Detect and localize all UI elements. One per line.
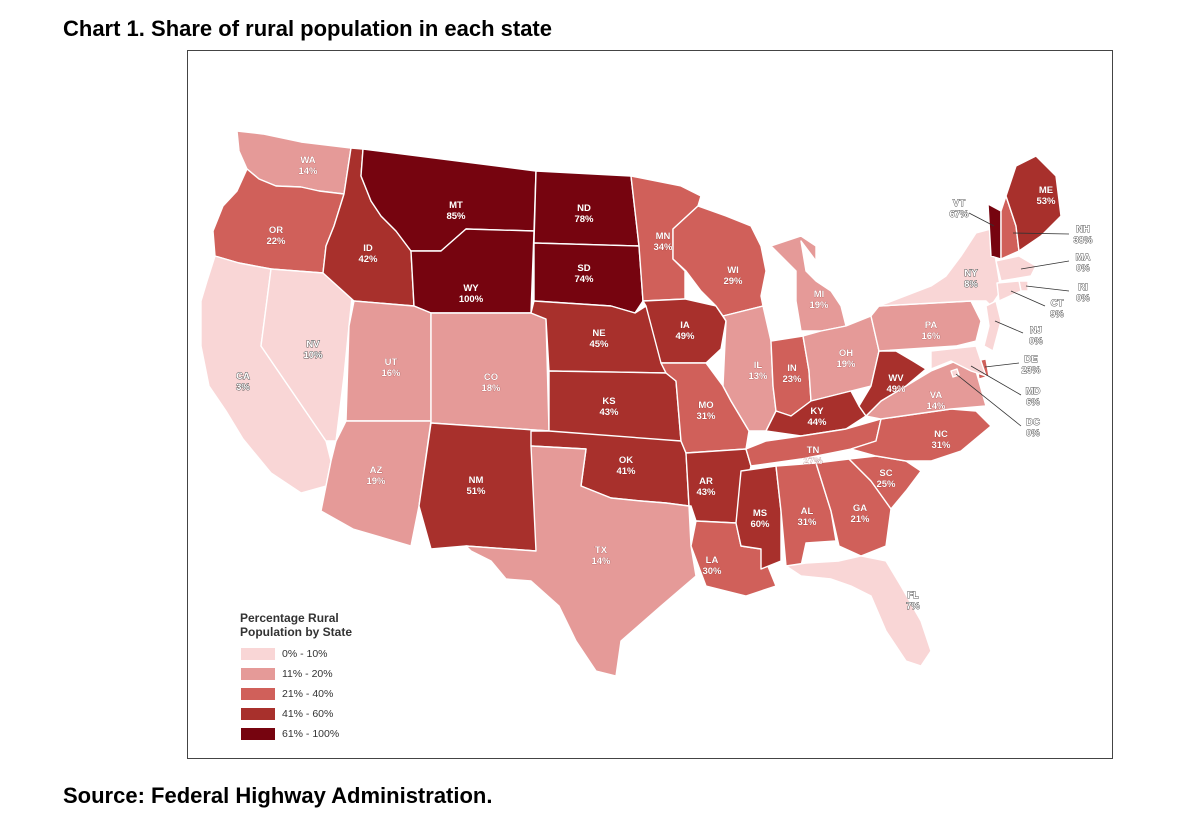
state-label-ut: UT 16% (381, 357, 401, 379)
state-label-ny: NY 8% (964, 268, 978, 290)
state-me (1005, 155, 1062, 252)
legend-label: 41% - 60% (282, 708, 334, 720)
us-map: WA 14% OR 22% CA 3% NV 10% ID 42% MT 85% WY 100% UT 16%… (200, 130, 1094, 677)
state-label-vt: VT 67% (949, 198, 969, 220)
state-label-ri: RI 0% (1076, 282, 1090, 304)
state-nc (850, 408, 992, 462)
state-label-oh: OH 19% (836, 348, 856, 370)
state-label-ca: CA 3% (236, 371, 250, 393)
state-label-wi: WI 29% (723, 265, 743, 287)
leader-line-ri (1025, 285, 1070, 292)
legend-label: 61% - 100% (282, 728, 340, 740)
leader-line-ma (1020, 260, 1070, 270)
state-ia (642, 298, 727, 364)
state-label-dc: DC 0% (1026, 417, 1040, 439)
source-note: Source: Federal Highway Administration. (63, 783, 493, 808)
state-label-ar: AR 43% (696, 476, 716, 498)
state-mi (770, 235, 847, 332)
state-label-nm: NM 51% (466, 475, 486, 497)
map-frame: WA 14% OR 22% CA 3% NV 10% ID 42% MT 85% WY 100% UT 16%… (187, 50, 1113, 759)
state-label-nc: NC 31% (931, 429, 951, 451)
state-label-mt: MT 85% (446, 200, 466, 222)
state-label-ky: KY 44% (807, 406, 827, 428)
legend-row: 61% - 100% (240, 724, 352, 744)
state-label-wy: WY 100% (459, 283, 484, 305)
chart-title: Chart 1. Share of rural population in ea… (63, 16, 552, 41)
legend-row: 41% - 60% (240, 704, 352, 724)
state-label-me: ME 53% (1036, 185, 1056, 207)
leader-line-de (984, 362, 1020, 368)
state-label-ne: NE 45% (589, 328, 609, 350)
state-label-il: IL 13% (748, 360, 768, 382)
state-label-fl: FL 7% (906, 590, 920, 612)
state-label-nh: NH 38% (1073, 224, 1093, 246)
legend-label: 0% - 10% (282, 648, 328, 660)
state-label-mi: MI 19% (809, 289, 829, 311)
legend-swatch (240, 727, 276, 741)
state-label-ms: MS 60% (750, 508, 770, 530)
legend-label: 21% - 40% (282, 688, 334, 700)
legend-rows: 0% - 10% 11% - 20% 21% - 40% 41% - 60% 61% -… (240, 644, 352, 744)
state-ma (995, 255, 1037, 282)
legend-swatch (240, 687, 276, 701)
legend-swatch (240, 707, 276, 721)
state-label-mn: MN 34% (653, 231, 673, 253)
state-label-nj: NJ 0% (1029, 325, 1043, 347)
state-md (930, 345, 987, 377)
state-label-or: OR 22% (266, 225, 286, 247)
state-label-co: CO 18% (481, 372, 501, 394)
state-label-tn: TN 27% (803, 445, 823, 467)
state-label-mo: MO 31% (696, 400, 716, 422)
state-label-wa: WA 14% (298, 155, 318, 177)
legend-row: 0% - 10% (240, 644, 352, 664)
state-label-nv: NV 10% (303, 339, 323, 361)
state-label-va: VA 14% (926, 390, 946, 412)
state-label-tx: TX 14% (591, 545, 611, 567)
state-ny (878, 228, 1002, 307)
state-wv (858, 350, 927, 417)
state-label-pa: PA 16% (921, 320, 941, 342)
state-label-ia: IA 49% (675, 320, 695, 342)
leader-line-dc (955, 373, 1022, 427)
leader-line-nh (1012, 232, 1070, 235)
legend-title-line1: Percentage Rural (240, 611, 339, 625)
state-label-ct: CT 9% (1050, 298, 1064, 320)
state-label-wv: WV 49% (886, 373, 906, 395)
state-label-in: IN 23% (782, 363, 802, 385)
leader-line-ct (1010, 290, 1046, 307)
state-label-id: ID 42% (358, 243, 378, 265)
state-label-ga: GA 21% (850, 503, 870, 525)
legend-row: 21% - 40% (240, 684, 352, 704)
legend-swatch (240, 647, 276, 661)
state-label-al: AL 31% (797, 506, 817, 528)
legend-title-line2: Population by State (240, 625, 353, 639)
state-label-az: AZ 19% (366, 465, 386, 487)
state-label-nd: ND 78% (574, 203, 594, 225)
legend-row: 11% - 20% (240, 664, 352, 684)
legend-swatch (240, 667, 276, 681)
state-tx (465, 445, 697, 677)
state-label-sc: SC 25% (876, 468, 896, 490)
state-label-de: DE 23% (1021, 354, 1041, 376)
state-label-la: LA 30% (702, 555, 722, 577)
state-labels: WA 14% OR 22% CA 3% NV 10% ID 42% MT 85% WY 100% UT 16%… (236, 155, 1094, 613)
state-label-md: MD 6% (1026, 386, 1041, 408)
leader-line-nj (994, 320, 1024, 334)
state-label-ks: KS 43% (599, 396, 619, 418)
state-label-ma: MA 0% (1076, 252, 1091, 274)
state-co (430, 312, 550, 432)
state-ct (996, 280, 1022, 302)
state-shapes (200, 130, 1062, 677)
leader-lines (955, 212, 1070, 427)
state-label-ok: OK 41% (616, 455, 636, 477)
leader-line-md (970, 365, 1022, 396)
leader-line-vt (968, 212, 995, 227)
state-nj (983, 300, 1002, 352)
legend-label: 11% - 20% (282, 668, 333, 680)
state-fl (785, 555, 932, 667)
legend: Percentage Rural Population by State 0% … (240, 611, 352, 744)
state-label-sd: SD 74% (574, 263, 594, 285)
